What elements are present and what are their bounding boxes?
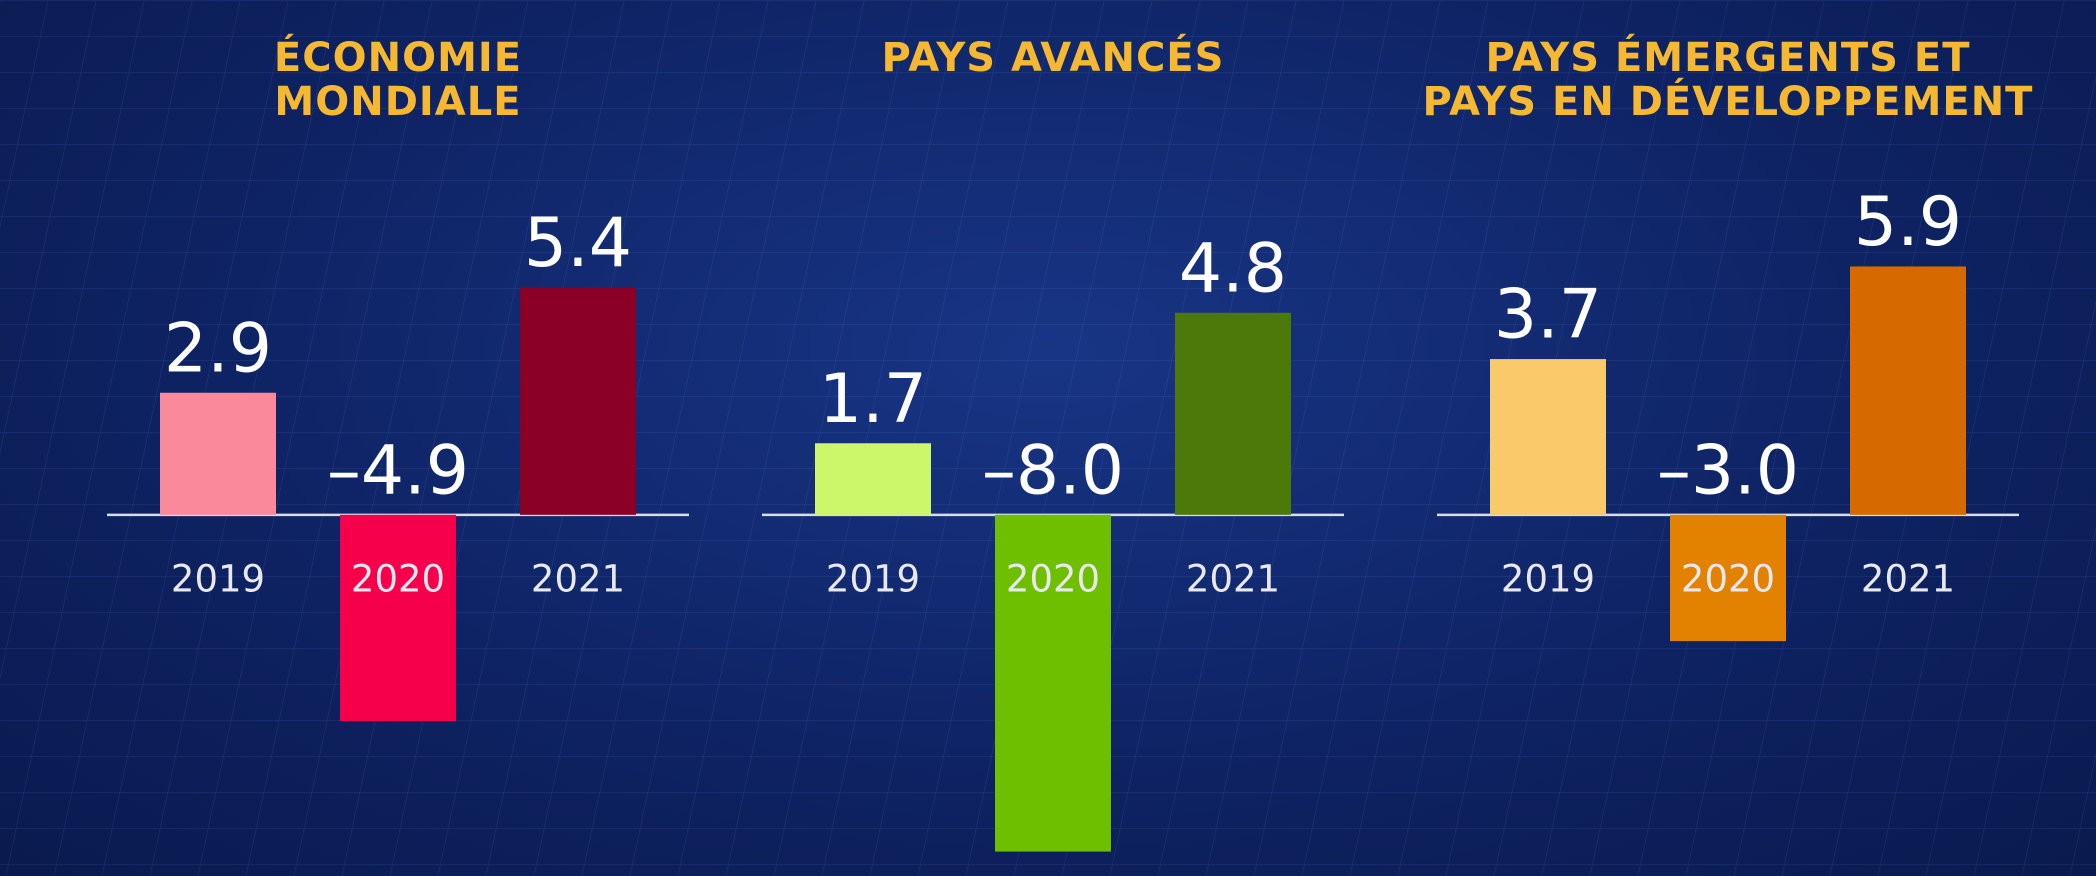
value-label: 3.7 <box>1494 276 1602 355</box>
x-tick-label: 2020 <box>1681 558 1775 601</box>
bar <box>1850 266 1966 515</box>
x-tick-label: 2019 <box>826 558 920 601</box>
bar <box>815 443 931 515</box>
bar <box>1490 359 1606 515</box>
bar <box>520 287 636 515</box>
value-label: 4.8 <box>1179 229 1287 308</box>
value-label: –8.0 <box>982 431 1124 510</box>
value-label: –4.9 <box>327 431 469 510</box>
chart-title: PAYS AVANCÉS <box>881 35 1225 81</box>
value-label: 1.7 <box>819 360 927 439</box>
x-tick-label: 2019 <box>1501 558 1595 601</box>
x-tick-label: 2021 <box>1186 558 1280 601</box>
bar <box>160 392 276 515</box>
value-label: 2.9 <box>164 309 272 388</box>
bar <box>1175 312 1291 515</box>
x-tick-label: 2020 <box>351 558 445 601</box>
bar <box>1670 514 1786 642</box>
chart-title: ÉCONOMIE MONDIALE <box>273 35 523 125</box>
value-label: 5.9 <box>1854 183 1962 262</box>
value-label: 5.4 <box>524 204 632 283</box>
x-tick-label: 2019 <box>171 558 265 601</box>
x-tick-label: 2021 <box>531 558 625 601</box>
chart-title: PAYS ÉMERGENTS ET PAYS EN DÉVELOPPEMENT <box>1422 35 2034 125</box>
x-tick-label: 2021 <box>1861 558 1955 601</box>
bar <box>995 514 1111 852</box>
value-label: –3.0 <box>1657 431 1799 510</box>
bar <box>340 514 456 722</box>
x-tick-label: 2020 <box>1006 558 1100 601</box>
